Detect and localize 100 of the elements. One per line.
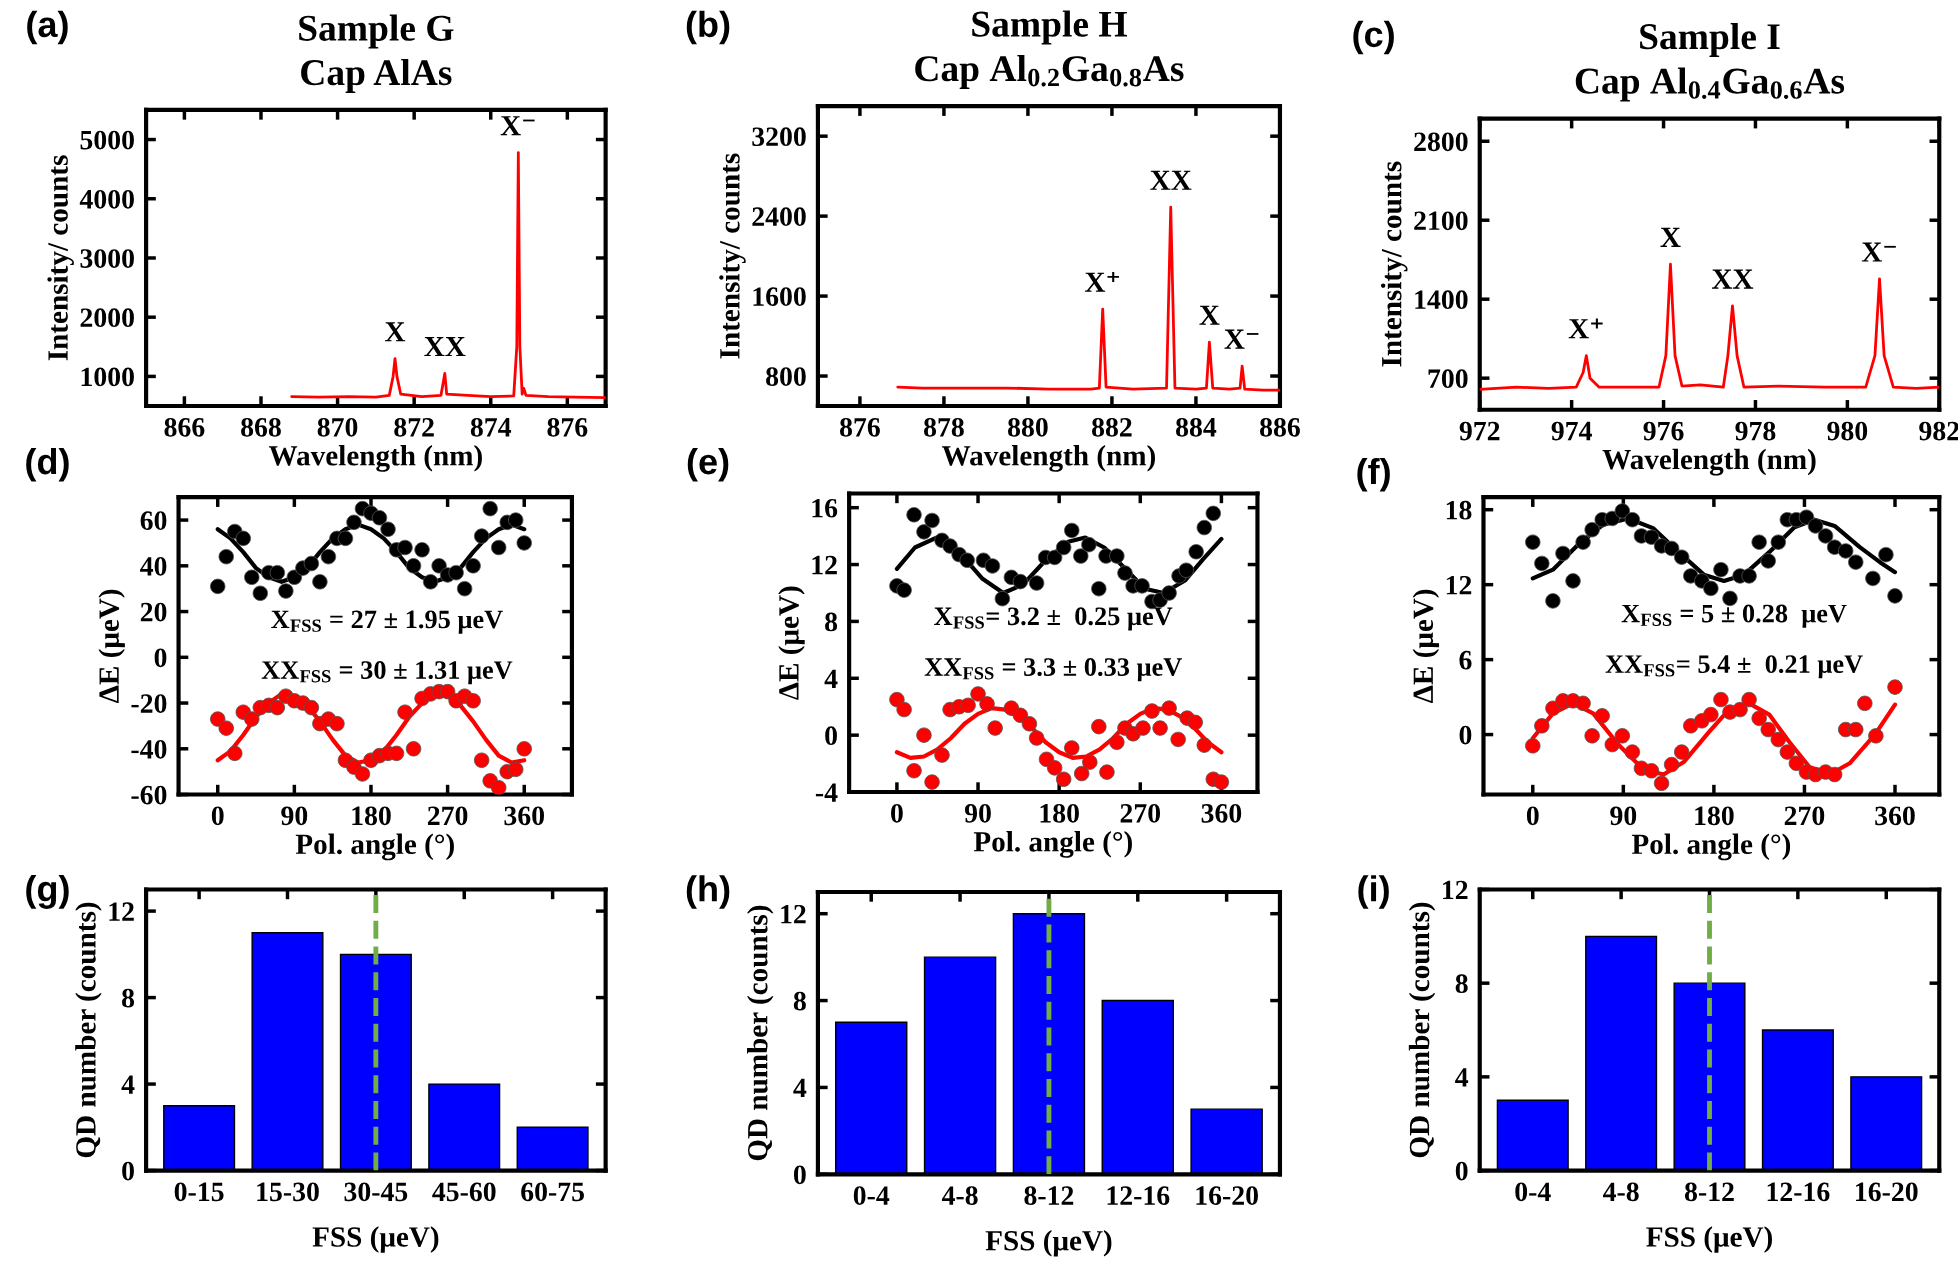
x-tick-label: 974	[1551, 421, 1592, 441]
y-tick-label: 4000	[79, 189, 134, 209]
x-tick-label: 982	[1919, 421, 1958, 441]
text: (a)	[27, 10, 68, 45]
annotation: XX$_{FSS}$= 5.4 ± 0.21 μeV	[1605, 655, 1863, 679]
x-tick-label: 882	[1092, 417, 1132, 437]
x-tick-label: 884	[1176, 417, 1217, 437]
annotation: X	[1199, 305, 1220, 325]
x-tick-label: 180	[352, 806, 391, 826]
chart-title: Sample I Cap Al$_{0.4}$Ga$_{0.6}$As	[1575, 22, 1845, 102]
y-axis-title: Intensity/ counts	[47, 155, 74, 361]
x-axis-title: Pol. angle (°)	[973, 831, 1132, 858]
x-tick-label: 876	[547, 417, 588, 437]
annotation: XX	[424, 337, 466, 357]
x-tick-label: 270	[1784, 806, 1825, 826]
y-tick-label: 60	[140, 511, 167, 530]
x-tick-label: 90	[964, 803, 991, 823]
y-tick-label: 40	[140, 556, 167, 576]
y-tick-label: 1400	[1415, 290, 1468, 310]
annotation: X⁻	[1861, 242, 1896, 262]
y-tick-label: 12	[1446, 575, 1472, 595]
x-tick-label: 90	[1610, 806, 1637, 826]
y-tick-label: 20	[140, 602, 167, 622]
y-tick-label: 18	[1446, 500, 1472, 520]
y-tick-label: 12	[109, 902, 134, 921]
y-axis-title: Intensity/ counts	[719, 153, 746, 359]
y-tick-label: 8	[1455, 974, 1468, 994]
chart-title: Sample G Cap AlAs	[299, 14, 454, 93]
y-tick-label: 8	[793, 991, 806, 1011]
text: (h)	[686, 875, 730, 909]
x-tick-label: 4-8	[941, 1186, 978, 1205]
y-tick-label: 2000	[80, 308, 134, 328]
x-tick-label: 15-30	[257, 1182, 319, 1202]
x-tick-label: 270	[1120, 803, 1161, 823]
y-tick-label: -40	[131, 739, 167, 759]
y-tick-label: 5000	[80, 130, 134, 150]
y-tick-label: -4	[815, 783, 838, 802]
x-tick-label: 874	[470, 417, 512, 437]
y-tick-label: 16	[812, 498, 838, 518]
x-tick-label: 12-16	[1107, 1186, 1170, 1205]
y-tick-label: 1600	[753, 287, 806, 306]
y-tick-label: 4	[824, 669, 838, 688]
line-series	[1479, 262, 1940, 391]
x-tick-label: 16-20	[1196, 1186, 1258, 1205]
y-tick-label: 0	[1459, 725, 1472, 745]
y-tick-label: 12	[1443, 880, 1468, 900]
text: (f)	[1357, 457, 1390, 492]
x-tick-label: 876	[840, 417, 880, 437]
y-tick-label: 4	[793, 1078, 807, 1098]
y-tick-label: 1000	[81, 367, 134, 387]
x-tick-label: 270	[427, 806, 468, 826]
y-tick-label: 4	[121, 1075, 135, 1094]
x-tick-label: 30-45	[344, 1182, 408, 1202]
x-tick-label: 0	[1526, 806, 1539, 826]
y-tick-label: 4	[1455, 1068, 1469, 1087]
y-tick-label: 800	[766, 367, 806, 386]
annotation: XX$_{FSS}$ = 3.3 ± 0.33 μeV	[924, 658, 1182, 682]
x-tick-label: 360	[1201, 803, 1242, 823]
x-tick-label: 180	[1695, 806, 1734, 826]
y-tick-label: 700	[1428, 369, 1468, 389]
x-tick-label: 16-20	[1856, 1182, 1918, 1202]
x-axis-title: Wavelength (nm)	[1602, 448, 1816, 476]
y-tick-label: 3200	[752, 127, 806, 147]
x-tick-label: 180	[1040, 803, 1079, 823]
x-tick-label: 60-75	[521, 1182, 584, 1202]
y-tick-label: 0	[154, 648, 167, 668]
line-series	[896, 205, 1280, 392]
text: (i)	[1358, 875, 1389, 909]
x-tick-label: 8-12	[1684, 1182, 1734, 1202]
x-tick-label: 0-4	[853, 1186, 890, 1205]
line-series	[290, 151, 606, 400]
y-tick-label: 8	[122, 988, 135, 1008]
y-tick-label: 0	[825, 726, 837, 746]
y-tick-label: -60	[131, 785, 167, 805]
y-tick-label: -20	[131, 694, 167, 713]
annotation: X	[385, 322, 406, 342]
text: (d)	[26, 447, 69, 482]
y-tick-label: 3000	[80, 249, 134, 268]
annotation: X	[1660, 227, 1681, 247]
x-tick-label: 980	[1827, 421, 1868, 441]
x-tick-label: 90	[281, 806, 308, 826]
x-axis-title: FSS (μeV)	[985, 1230, 1112, 1257]
x-axis-title: Wavelength (nm)	[268, 445, 482, 472]
x-axis-title: FSS (μeV)	[1646, 1226, 1772, 1253]
x-tick-label: 45-60	[432, 1182, 496, 1202]
x-tick-label: 360	[504, 806, 545, 826]
y-axis-title: QD number (counts)	[747, 905, 774, 1161]
x-tick-label: 976	[1643, 421, 1684, 441]
x-tick-label: 868	[241, 417, 281, 437]
annotation: X⁻	[1224, 329, 1259, 349]
text: (g)	[26, 875, 69, 909]
y-axis-title: Intensity/ counts	[1380, 161, 1408, 367]
x-axis-title: Pol. angle (°)	[295, 833, 454, 861]
y-tick-label: 0	[1455, 1161, 1468, 1181]
chart-title: Sample H Cap Al$_{0.2}$Ga$_{0.8}$As	[915, 10, 1184, 89]
y-tick-label: 12	[812, 555, 837, 575]
annotation: X$_{FSS}$ = 27 ± 1.95 μeV	[271, 610, 503, 634]
y-axis-title: ΔE (μeV)	[778, 586, 805, 700]
annotation: XX	[1150, 170, 1192, 190]
text: (e)	[687, 447, 729, 482]
